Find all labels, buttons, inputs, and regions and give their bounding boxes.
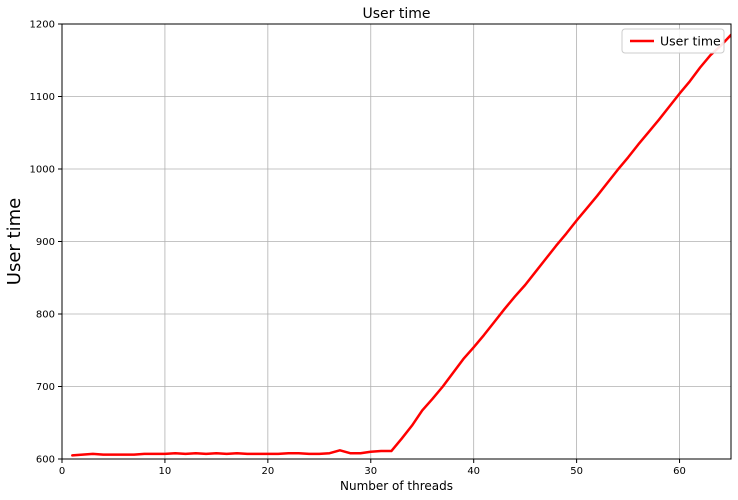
x-tick-label: 40 <box>467 466 480 477</box>
x-tick-label: 30 <box>364 466 377 477</box>
x-axis-label: Number of threads <box>340 479 453 493</box>
x-tick-label: 60 <box>673 466 686 477</box>
y-tick-label: 800 <box>36 310 55 321</box>
y-tick-label: 1000 <box>30 165 55 176</box>
legend-box <box>621 28 725 54</box>
y-tick-label: 1100 <box>30 92 55 103</box>
series-line-0 <box>71 33 731 457</box>
x-tick-label: 50 <box>570 466 583 477</box>
series-group <box>71 33 731 457</box>
y-tick-label: 900 <box>36 237 55 248</box>
x-tick-label: 0 <box>59 466 65 477</box>
y-tick-label: 700 <box>36 382 55 393</box>
legend: User time <box>621 28 725 54</box>
x-tick-label: 20 <box>261 466 274 477</box>
x-tick-label: 10 <box>159 466 172 477</box>
chart-title: User time <box>363 6 431 22</box>
y-axis-label: User time <box>4 198 25 285</box>
legend-label: User time <box>660 34 721 49</box>
y-tick-label: 600 <box>36 455 55 466</box>
y-tick-label: 1200 <box>30 20 55 31</box>
y-axis-ticks: 600 700 800 900 1000 1100 1200 <box>30 20 62 466</box>
x-axis-ticks: 0 10 20 30 40 50 60 <box>59 459 686 477</box>
